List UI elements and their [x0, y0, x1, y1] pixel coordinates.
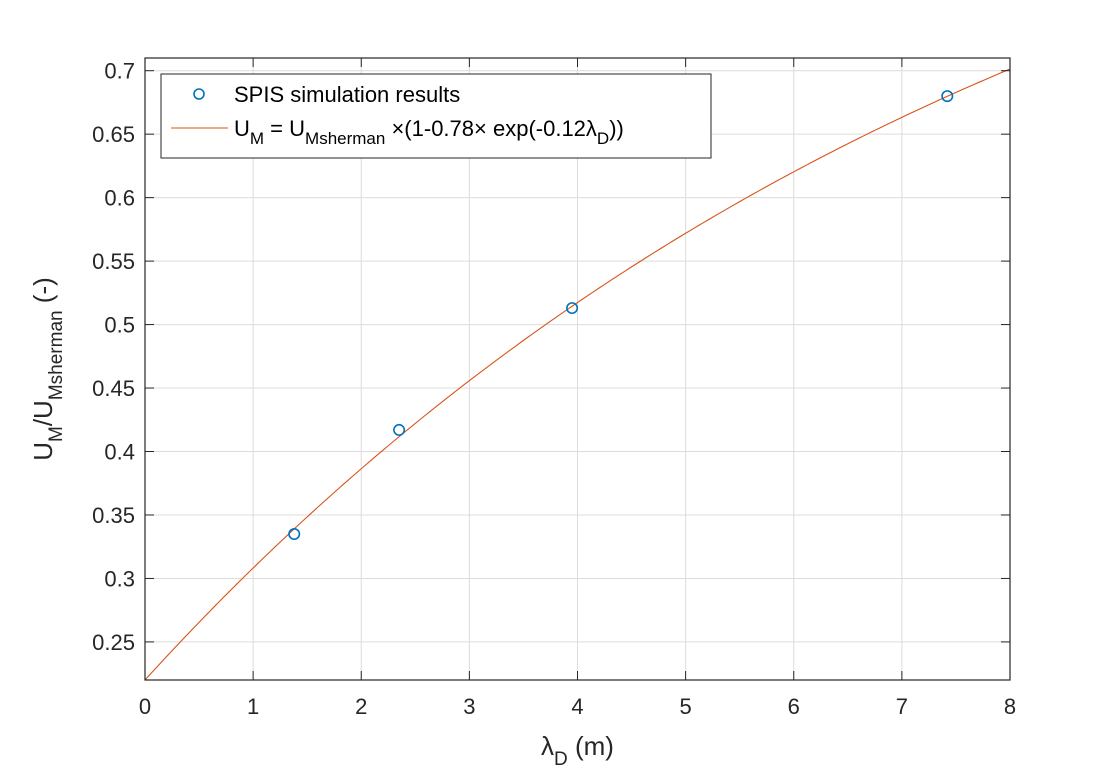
y-tick-label: 0.4: [104, 440, 135, 465]
x-tick-label: 5: [680, 694, 692, 719]
legend: SPIS simulation results UM = UMsherman ×…: [160, 73, 712, 159]
x-tick-label: 0: [139, 694, 151, 719]
y-tick-label: 0.6: [104, 186, 135, 211]
y-axis-label-a-subscript: M: [46, 426, 67, 442]
y-tick-label: 0.5: [104, 313, 135, 338]
legend-box: [160, 73, 712, 159]
y-axis-label-a: U: [28, 442, 58, 461]
legend-line-p1: U: [234, 116, 250, 141]
y-tick-label: 0.3: [104, 566, 135, 591]
legend-line-p4: )): [609, 116, 624, 141]
x-tick-label: 7: [896, 694, 908, 719]
x-axis-label-symbol: λ: [541, 731, 554, 761]
y-tick-label: 0.25: [92, 630, 135, 655]
x-tick-label: 8: [1004, 694, 1016, 719]
legend-line-p2-sub: Msherman: [305, 129, 385, 148]
legend-line-p3-symbol: λ: [586, 116, 597, 141]
points-layer: [288, 90, 954, 541]
x-tick-label: 3: [463, 694, 475, 719]
legend-marker-symbol: [193, 88, 205, 100]
y-axis-label-b-subscript: Msherman: [46, 310, 67, 400]
x-tick-labels: 0 1 2 3 4 5 6 7 8: [139, 694, 1016, 719]
y-tick-labels: 0.25 0.3 0.35 0.4 0.45 0.5 0.55 0.6 0.65 0.7: [92, 59, 135, 655]
legend-line-p3-sub: D: [597, 129, 609, 148]
y-axis-label-unit: (-): [28, 277, 58, 310]
x-axis-label-unit: (m): [568, 731, 614, 761]
x-tick-label: 4: [571, 694, 583, 719]
legend-entry-line: UM = UMsherman ×(1-0.78× exp(-0.12λD)): [234, 116, 624, 148]
ticks: [144, 58, 1011, 680]
y-tick-label: 0.65: [92, 122, 135, 147]
data-point: [288, 528, 301, 541]
data-point: [393, 423, 406, 436]
x-tick-label: 2: [355, 694, 367, 719]
y-tick-label: 0.45: [92, 376, 135, 401]
data-point: [941, 90, 954, 103]
legend-line-p3: ×(1-0.78× exp(-0.12: [385, 116, 586, 141]
y-axis-label-slash: /U: [28, 400, 58, 426]
x-axis-label-subscript: D: [554, 749, 568, 770]
y-tick-label: 0.7: [104, 59, 135, 84]
y-tick-label: 0.55: [92, 249, 135, 274]
y-tick-label: 0.35: [92, 503, 135, 528]
y-axis-label: UM/UMsherman (-): [28, 277, 67, 461]
x-tick-label: 1: [247, 694, 259, 719]
x-axis-label: λD (m): [541, 731, 614, 770]
legend-entry-markers: SPIS simulation results: [234, 82, 460, 107]
x-tick-label: 6: [788, 694, 800, 719]
legend-line-p2: = U: [264, 116, 305, 141]
data-point: [566, 302, 579, 315]
legend-line-p1-sub: M: [250, 129, 264, 148]
